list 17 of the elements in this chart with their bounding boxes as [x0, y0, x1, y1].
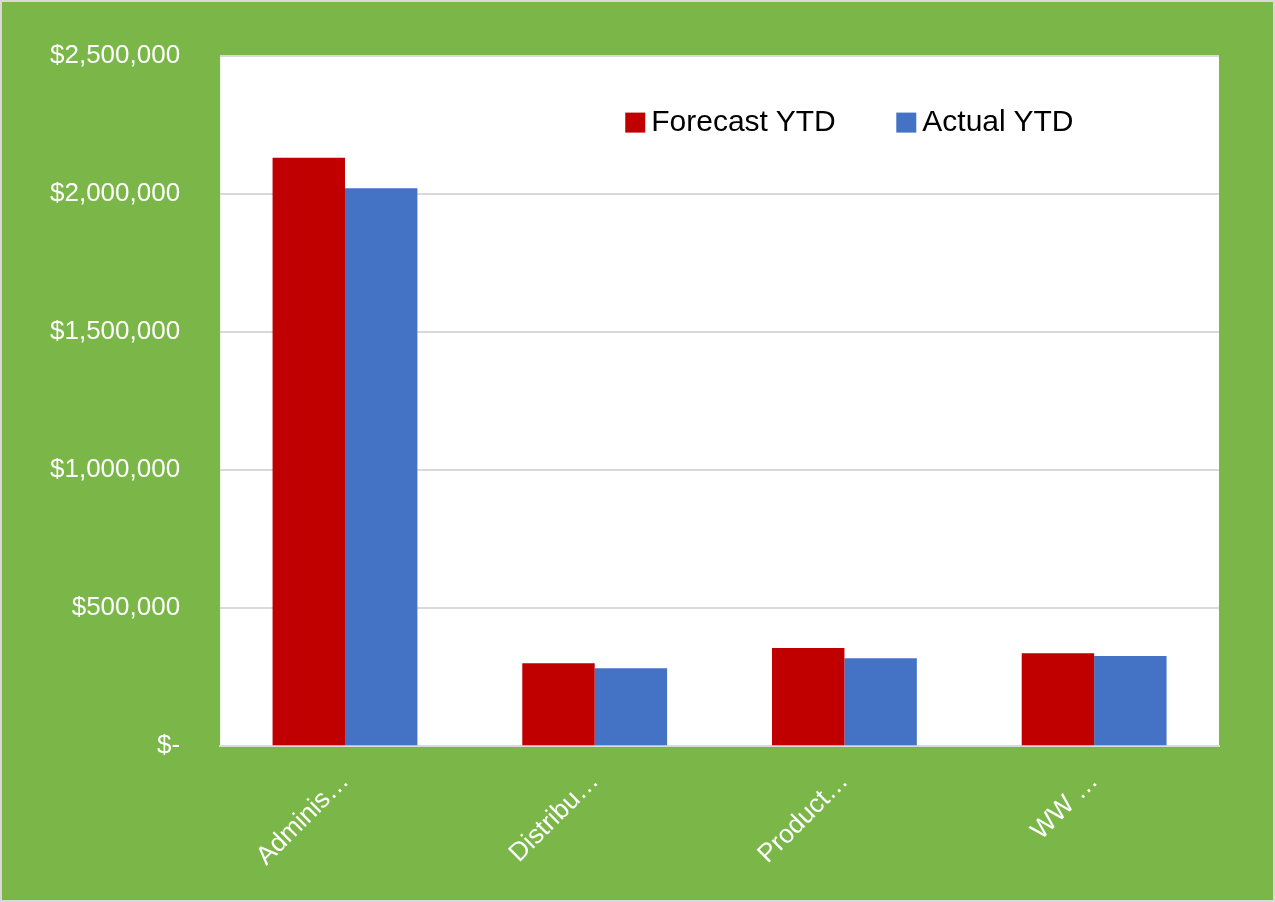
bar: [1094, 656, 1167, 746]
bar: [344, 188, 418, 746]
y-tick-label: $2,500,000: [49, 38, 181, 69]
x-tick-label: WW …: [1024, 765, 1104, 845]
bar: [272, 157, 345, 746]
bar: [844, 658, 917, 746]
bar: [772, 648, 845, 746]
y-tick-label: $1,000,000: [49, 453, 181, 484]
bar: [594, 668, 668, 746]
bar: [522, 663, 595, 746]
legend-label: Forecast YTD: [651, 103, 836, 137]
y-tick-label: $500,000: [71, 591, 181, 622]
legend-label: Actual YTD: [922, 103, 1074, 137]
y-tick-label: $1,500,000: [49, 315, 181, 345]
bar: [1021, 653, 1095, 746]
y-tick-label: $-: [157, 729, 181, 760]
y-tick-label: $2,000,000: [49, 176, 181, 207]
